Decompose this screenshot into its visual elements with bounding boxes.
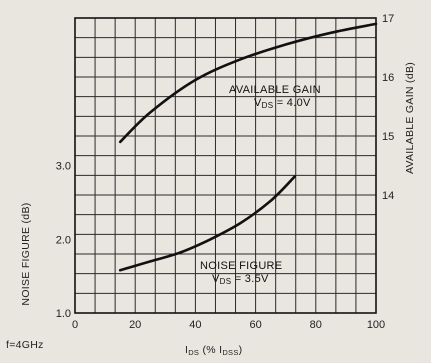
right-tick-label: 14 [382, 190, 394, 202]
grid [74, 17, 377, 314]
x-tick-label: 60 [249, 319, 261, 331]
plot-frame [74, 17, 377, 314]
x-tick-label: 20 [129, 319, 141, 331]
left-axis-tick-labels: 1.0 2.0 3.0 [56, 161, 71, 321]
x-axis-label: IDS (% IDSS) [185, 344, 242, 357]
right-tick-label: 17 [382, 13, 394, 25]
noise-series-condition: VDS = 3.5V [212, 273, 269, 286]
right-axis-tick-labels: 14 15 16 17 [382, 13, 394, 202]
noise-series-label: NOISE FIGURE [200, 260, 282, 272]
x-tick-label: 100 [367, 319, 385, 331]
left-tick-label: 1.0 [56, 308, 71, 320]
left-tick-label: 2.0 [56, 234, 71, 246]
gain-series-line [118, 22, 378, 144]
x-axis-tick-labels: 0 20 40 60 80 100 [72, 319, 385, 331]
x-tick-label: 0 [72, 319, 78, 331]
gain-series-label: AVAILABLE GAIN [229, 84, 321, 96]
gain-series-condition: VDS = 4.0V [254, 97, 311, 110]
left-axis-label: NOISE FIGURE (dB) [20, 202, 32, 305]
x-tick-label: 80 [310, 319, 322, 331]
right-axis-label: AVAILABLE GAIN (dB) [404, 62, 416, 174]
left-tick-label: 3.0 [56, 161, 71, 173]
frequency-condition-label: f=4GHz [6, 339, 44, 351]
x-tick-label: 40 [189, 319, 201, 331]
right-tick-label: 15 [382, 131, 394, 143]
noise-figure-series-line [118, 175, 296, 272]
right-tick-label: 16 [382, 72, 394, 84]
series-lines [118, 22, 378, 272]
